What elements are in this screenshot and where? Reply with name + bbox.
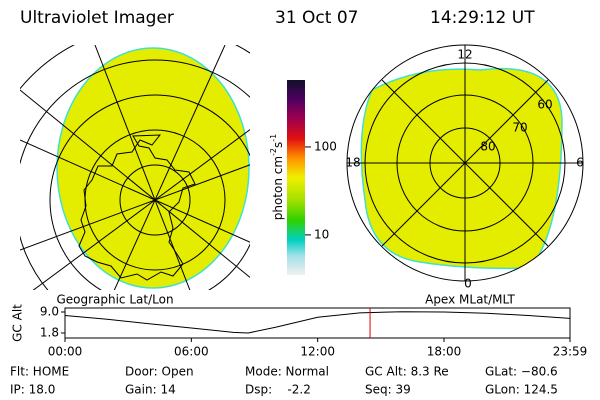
- mlat-label: 80: [480, 140, 495, 154]
- x-tick-label: 00:00: [48, 345, 83, 359]
- info-field: GC Alt: 8.3 Re: [365, 365, 449, 379]
- x-tick-label: 23:59: [553, 345, 588, 359]
- info-field: IP: 18.0: [10, 383, 55, 397]
- x-tick-label: 06:00: [174, 345, 209, 359]
- apex-image: [346, 44, 584, 282]
- y-tick-label: 1.8: [40, 326, 59, 340]
- mlat-label: 70: [512, 121, 527, 135]
- mlt-label: 18: [345, 156, 360, 170]
- mlt-label: 0: [464, 277, 472, 291]
- colorbar-tick-label: 100: [314, 139, 337, 153]
- altitude-label: GC Alt: [11, 304, 25, 342]
- colorbar-tick-label: 10: [314, 227, 329, 241]
- date: 31 Oct 07: [275, 8, 358, 28]
- info-field: Gain: 14: [125, 383, 176, 397]
- info-field: Seq: 39: [365, 383, 411, 397]
- mlat-label: 60: [537, 98, 552, 112]
- info-field: GLon: 124.5: [485, 383, 558, 397]
- time: 14:29:12 UT: [430, 8, 535, 28]
- info-field: Flt: HOME: [10, 365, 69, 379]
- info-field: Door: Open: [125, 365, 194, 379]
- y-tick-label: 9.0: [40, 304, 59, 318]
- altitude-line: [64, 311, 571, 334]
- geographic-image: [20, 45, 250, 290]
- panel-caption: Apex MLat/MLT: [425, 293, 515, 307]
- instrument: Ultraviolet Imager: [20, 8, 174, 28]
- info-field: Dsp: -2.2: [245, 383, 311, 397]
- x-tick-label: 18:00: [427, 345, 462, 359]
- colorbar: [287, 80, 305, 275]
- info-field: GLat: −80.6: [485, 365, 558, 379]
- info-field: Mode: Normal: [245, 365, 329, 379]
- mlt-label: 12: [457, 48, 472, 62]
- x-tick-label: 12:00: [300, 345, 335, 359]
- panel-caption: Geographic Lat/Lon: [56, 293, 173, 307]
- mlt-label: 6: [576, 156, 584, 170]
- colorbar-label: photon cm-2s-1: [269, 134, 285, 221]
